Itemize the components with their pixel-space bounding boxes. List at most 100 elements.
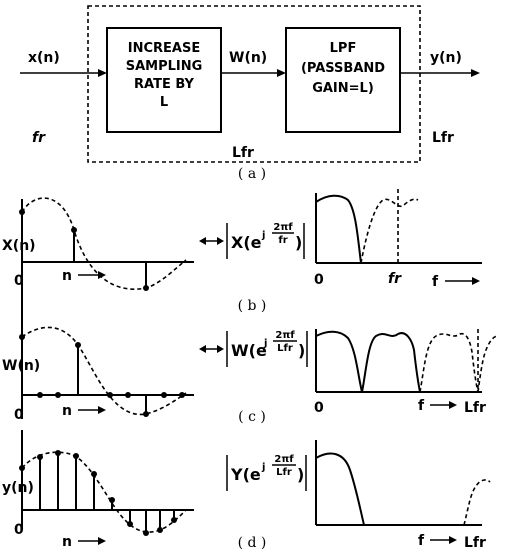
- sample-dot-c-1: [37, 392, 43, 398]
- n-arrowhead-b: [98, 271, 106, 279]
- time-ylabel-d: y(n): [2, 480, 34, 496]
- n-label-d: n: [62, 534, 72, 550]
- box1-line2: SAMPLING: [126, 59, 203, 74]
- time-origin-d: 0: [14, 522, 24, 538]
- sample-dot-c-8: [179, 392, 185, 398]
- middle-arrowhead: [277, 69, 286, 77]
- exp-num-d: 2πf: [274, 454, 294, 465]
- sample-dot-d-2: [55, 450, 61, 456]
- f-arrowhead-d: [449, 536, 457, 544]
- freq-label-main-c: W(e: [231, 341, 267, 360]
- freq-mark-c: Lfr: [464, 400, 486, 416]
- sample-dot-c-2: [55, 392, 61, 398]
- sample-dot-c-6: [143, 411, 149, 417]
- f-label-c: f: [418, 398, 425, 414]
- f-label-d: f: [418, 533, 425, 549]
- freq-label-main-d: Y(e: [230, 465, 261, 484]
- spectrum-image-c-2: [477, 335, 499, 393]
- spectrum-lobe-c-2: [361, 332, 421, 393]
- spectrum-image-d: [463, 479, 491, 526]
- time-origin-c: 0: [14, 407, 24, 423]
- sample-dot-c-4: [107, 392, 113, 398]
- label-arrowhead-left-c: [199, 345, 206, 353]
- exp-j-b: j: [261, 230, 265, 241]
- box1-line3: RATE BY: [134, 77, 195, 92]
- exp-den-c: Lfr: [277, 343, 293, 354]
- close-paren-d: ): [297, 465, 304, 484]
- sample-dot-d-8: [157, 527, 163, 533]
- sample-dot-d-0: [19, 465, 25, 471]
- freq-mark-b: fr: [388, 271, 402, 287]
- middle-rate-label: Lfr: [232, 145, 254, 161]
- output-arrowhead: [471, 69, 480, 77]
- n-arrowhead-d: [98, 537, 106, 545]
- box1-line4: L: [160, 95, 168, 110]
- system-boundary: [87, 5, 421, 163]
- close-paren-b: ): [295, 233, 302, 252]
- panel-b: X(n) 0 n X(e j 2πf fr ) 0 fr f ( b ): [2, 189, 482, 318]
- input-signal-label: x(n): [28, 50, 60, 66]
- sample-dot-d-7: [143, 530, 149, 536]
- sample-dot-c-3: [75, 342, 81, 348]
- sample-dot-c-5: [125, 392, 131, 398]
- exp-j-c: j: [263, 338, 267, 349]
- box2-line3: GAIN=L): [312, 81, 374, 96]
- f-arrowhead-c: [449, 401, 457, 409]
- output-signal-label: y(n): [430, 50, 462, 66]
- close-paren-c: ): [298, 341, 305, 360]
- lpf-box: [285, 27, 401, 133]
- sample-dot-d-9: [171, 517, 177, 523]
- sample-dot-d-1: [37, 454, 43, 460]
- n-label-b: n: [62, 268, 72, 284]
- exp-num-c: 2πf: [275, 330, 295, 341]
- caption-c: ( c ): [238, 409, 266, 425]
- freq-mark-d: Lfr: [464, 535, 486, 551]
- f-arrowhead-b: [472, 277, 480, 285]
- exp-num-b: 2πf: [273, 222, 293, 233]
- n-label-c: n: [62, 403, 72, 419]
- sample-dot-c-0: [19, 334, 25, 340]
- input-arrowhead: [98, 69, 107, 77]
- block-diagram: x(n) W(n) y(n) INCREASE SAMPLING RATE BY…: [20, 5, 480, 182]
- caption-b: ( b ): [238, 298, 267, 314]
- time-ylabel-b: X(n): [2, 238, 36, 254]
- box2-line2: (PASSBAND: [301, 61, 385, 76]
- exp-den-b: fr: [278, 235, 287, 246]
- sample-dot-d-3: [73, 453, 79, 459]
- spectrum-image-c-1: [419, 332, 479, 393]
- label-arrowhead-right-b: [217, 237, 224, 245]
- box2-line1: LPF: [330, 41, 357, 56]
- box1-line1: INCREASE: [128, 41, 200, 56]
- freq-label-main-b: X(e: [231, 233, 262, 252]
- envelope-d: [21, 451, 187, 533]
- time-origin-b: 0: [14, 273, 24, 289]
- sample-dot-c-7: [161, 392, 167, 398]
- envelope-c: [21, 326, 187, 416]
- time-ylabel-c: W(n): [2, 358, 40, 374]
- sample-dot-d-6: [127, 521, 133, 527]
- upsampler-box: [106, 27, 222, 133]
- output-rate-label: Lfr: [432, 130, 454, 146]
- sample-dot-d-4: [91, 471, 97, 477]
- sample-dot-d-5: [109, 497, 115, 503]
- spectrum-lobe-c-1: [315, 330, 363, 393]
- spectrum-main-b: [315, 194, 362, 264]
- f-label-b: f: [432, 274, 439, 290]
- label-arrowhead-left-b: [199, 237, 206, 245]
- spectrum-image-b: [360, 198, 419, 264]
- panel-c: W(n) 0 n W(e j 2πf Lfr ) 0 f Lfr ( c ): [2, 315, 499, 425]
- spectrum-main-d: [315, 452, 365, 526]
- freq-origin-b: 0: [314, 272, 324, 288]
- n-arrowhead-c: [98, 406, 106, 414]
- input-rate-label: fr: [32, 130, 46, 146]
- freq-origin-c: 0: [314, 400, 324, 416]
- caption-d: ( d ): [238, 535, 267, 551]
- sample-dot-b-0: [19, 209, 25, 215]
- label-arrowhead-right-c: [217, 345, 224, 353]
- exp-j-d: j: [261, 462, 265, 473]
- middle-signal-label: W(n): [229, 50, 267, 66]
- sample-dot-b-2: [143, 285, 149, 291]
- sample-dot-b-1: [71, 227, 77, 233]
- panel-d: y(n) 0 n Y(e j 2πf Lfr ) f Lfr ( d ): [2, 430, 491, 551]
